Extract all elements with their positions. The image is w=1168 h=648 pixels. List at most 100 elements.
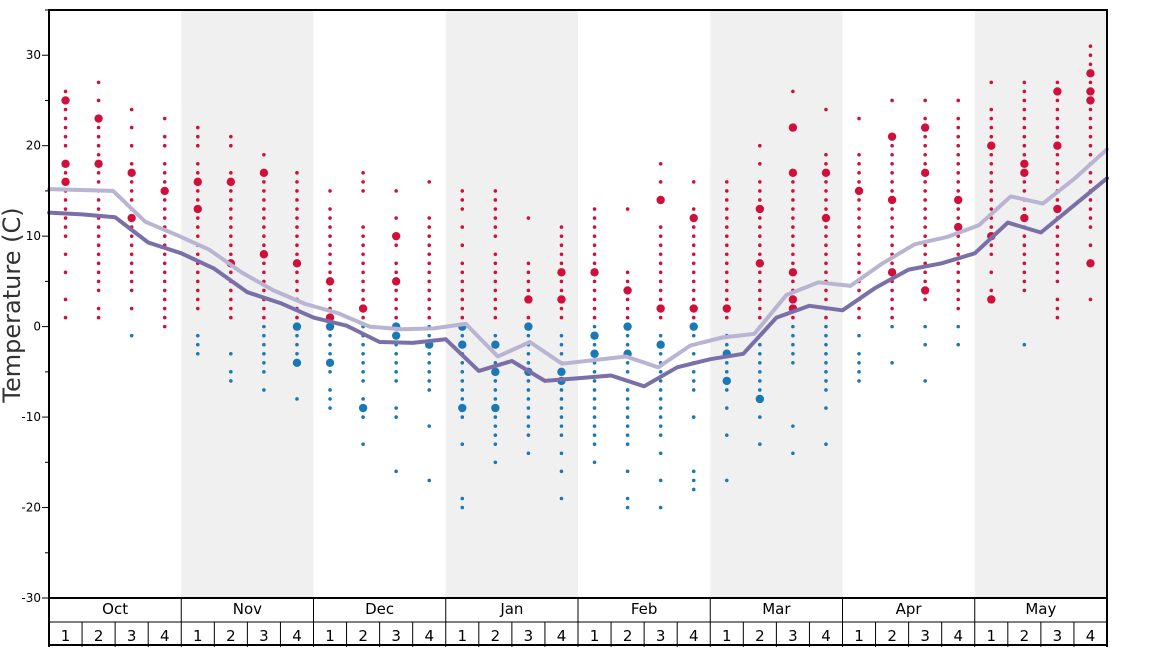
warm-dot bbox=[758, 306, 762, 311]
warm-dot bbox=[361, 279, 365, 284]
cold-dot bbox=[361, 397, 365, 401]
cold-dot bbox=[557, 367, 566, 377]
warm-dot bbox=[129, 270, 134, 275]
warm-dot bbox=[460, 279, 465, 284]
cold-dot bbox=[890, 361, 894, 365]
warm-dot bbox=[63, 225, 68, 229]
cold-dot bbox=[791, 451, 795, 456]
cold-dot bbox=[658, 478, 663, 483]
cold-dot bbox=[658, 433, 663, 437]
warm-dot bbox=[493, 225, 498, 229]
cold-dot bbox=[625, 361, 630, 365]
warm-dot bbox=[94, 159, 103, 168]
warm-dot bbox=[1088, 180, 1093, 184]
warm-dot bbox=[658, 234, 663, 238]
month-label-dec: Dec bbox=[365, 600, 394, 618]
warm-dot bbox=[361, 270, 365, 275]
warm-dot bbox=[559, 225, 564, 229]
warm-dot bbox=[427, 261, 432, 266]
cold-dot bbox=[658, 370, 663, 374]
warm-dot bbox=[658, 261, 663, 266]
warm-dot bbox=[592, 279, 597, 284]
warm-dot bbox=[592, 261, 597, 266]
warm-dot bbox=[63, 143, 68, 148]
cold-dot bbox=[658, 505, 663, 510]
warm-dot bbox=[1055, 297, 1060, 302]
warm-dot bbox=[625, 279, 630, 284]
warm-dot bbox=[1022, 288, 1027, 293]
cold-dot bbox=[592, 388, 597, 392]
warm-dot bbox=[625, 297, 630, 302]
warm-dot bbox=[923, 243, 927, 247]
warm-dot bbox=[890, 143, 894, 148]
warm-dot bbox=[526, 279, 531, 284]
warm-dot bbox=[94, 114, 103, 123]
warm-dot bbox=[1086, 259, 1095, 268]
cold-dot bbox=[262, 324, 266, 329]
warm-dot bbox=[63, 116, 68, 121]
warm-dot bbox=[559, 279, 564, 284]
warm-dot bbox=[295, 288, 299, 293]
warm-dot bbox=[691, 261, 696, 266]
warm-dot bbox=[824, 152, 828, 157]
warm-dot bbox=[724, 189, 729, 193]
cold-dot bbox=[328, 388, 332, 392]
warm-dot bbox=[1022, 180, 1027, 184]
warm-dot bbox=[1088, 116, 1093, 121]
cold-dot bbox=[758, 370, 762, 374]
warm-dot bbox=[590, 268, 599, 277]
warm-dot bbox=[824, 243, 828, 247]
warm-dot bbox=[658, 243, 663, 247]
warm-dot bbox=[890, 306, 894, 311]
warm-dot bbox=[1055, 306, 1060, 311]
warm-dot bbox=[259, 250, 269, 259]
cold-dot bbox=[592, 324, 597, 329]
warm-dot bbox=[724, 270, 729, 275]
warm-dot bbox=[460, 306, 465, 311]
warm-dot bbox=[857, 234, 861, 238]
warm-dot bbox=[195, 297, 200, 302]
warm-dot bbox=[923, 180, 927, 184]
cold-dot bbox=[625, 469, 630, 474]
warm-dot bbox=[689, 304, 698, 313]
warm-dot bbox=[758, 180, 762, 184]
week-label: 2 bbox=[226, 627, 236, 645]
warm-dot bbox=[1022, 279, 1027, 284]
warm-dot bbox=[493, 252, 498, 257]
week-label: 1 bbox=[987, 627, 997, 645]
week-label: 4 bbox=[557, 627, 567, 645]
warm-dot bbox=[493, 189, 498, 193]
shade-band-mar bbox=[710, 10, 843, 598]
warm-dot bbox=[96, 98, 101, 103]
cold-dot bbox=[493, 415, 498, 419]
warm-dot bbox=[63, 107, 68, 112]
warm-dot bbox=[890, 297, 894, 302]
warm-dot bbox=[788, 295, 798, 304]
warm-dot bbox=[427, 306, 432, 311]
cold-dot bbox=[262, 370, 266, 374]
warm-dot bbox=[1055, 98, 1060, 103]
warm-dot bbox=[989, 107, 994, 112]
month-label-jan: Jan bbox=[499, 600, 523, 618]
warm-dot bbox=[1053, 87, 1062, 96]
warm-dot bbox=[824, 261, 828, 266]
warm-dot bbox=[1088, 53, 1093, 58]
week-label: 2 bbox=[887, 627, 897, 645]
warm-dot bbox=[920, 286, 930, 295]
cold-dot bbox=[791, 324, 795, 329]
cold-dot bbox=[460, 505, 465, 510]
warm-dot bbox=[361, 288, 365, 293]
cold-dot bbox=[923, 342, 927, 347]
cold-dot bbox=[592, 442, 597, 447]
warm-dot bbox=[691, 243, 696, 247]
week-label: 1 bbox=[193, 627, 203, 645]
cold-dot bbox=[361, 415, 365, 419]
warm-dot bbox=[61, 177, 70, 187]
warm-dot bbox=[592, 225, 597, 229]
cold-dot bbox=[658, 388, 663, 392]
warm-dot bbox=[857, 161, 861, 166]
warm-dot bbox=[195, 216, 200, 220]
cold-dot bbox=[129, 333, 134, 338]
warm-dot bbox=[262, 288, 266, 293]
warm-dot bbox=[824, 288, 828, 293]
